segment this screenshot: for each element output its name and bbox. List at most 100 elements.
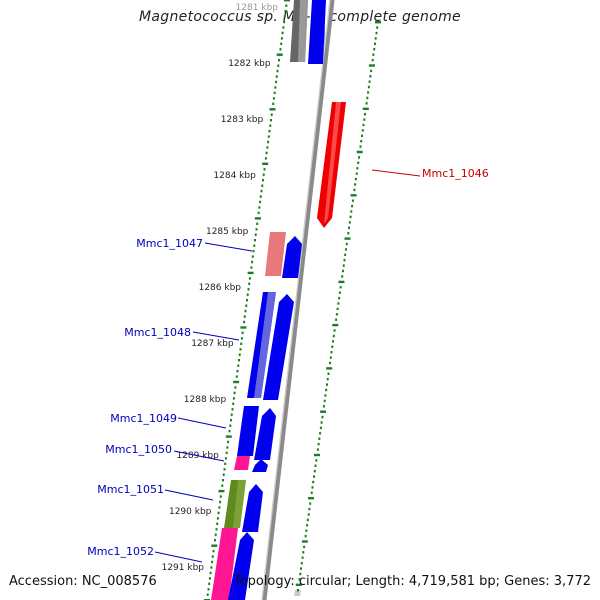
outer-tick [360, 140, 363, 143]
ruler-tick [255, 228, 258, 231]
ruler-tick [219, 500, 222, 504]
outer-tick [370, 69, 373, 73]
outer-tick [319, 426, 322, 430]
ruler-label: 1290 kbp [169, 507, 212, 517]
ruler-tick [209, 571, 212, 575]
ruler-tick [239, 348, 242, 351]
ruler-tick [246, 299, 248, 302]
outer-tick [329, 356, 332, 359]
outer-tick [338, 296, 341, 300]
ruler-tick [214, 533, 217, 536]
outer-tick [351, 204, 354, 208]
ruler-tick [251, 260, 254, 264]
ruler-tick [232, 397, 235, 400]
outer-tick [338, 280, 345, 284]
ruler-tick [222, 479, 224, 482]
ruler-label: 1291 kbp [162, 563, 205, 573]
accession-label: Accession: NC_008576 [9, 574, 157, 589]
outer-tick [367, 91, 370, 94]
outer-tick [304, 534, 307, 538]
ruler-tick [263, 168, 266, 171]
outer-tick [356, 167, 359, 170]
ruler-tick [240, 337, 243, 340]
ruler-tick [243, 320, 246, 324]
feature-mmc1-1047 [265, 232, 286, 276]
ruler-tick [247, 288, 250, 291]
ruler-tick [269, 108, 276, 111]
cds-top [308, 0, 326, 64]
outer-tick [344, 253, 347, 256]
ruler-tick [243, 315, 246, 318]
ruler-tick [273, 91, 276, 95]
outer-tick [349, 215, 352, 219]
outer-tick [330, 351, 333, 354]
ruler-tick [233, 380, 240, 384]
ruler-labels: 1281 kbp 1282 kbp 1283 kbp 1284 kbp 1285 kbp… [162, 3, 279, 573]
outer-tick [374, 37, 377, 40]
ruler-tick [283, 20, 286, 24]
outer-tick [316, 448, 319, 451]
outer-ring-dots [295, 21, 381, 592]
ruler-tick [225, 435, 232, 438]
outer-tick [324, 394, 327, 397]
callout-line-mmc1-1050 [173, 450, 225, 462]
outer-tick [374, 42, 376, 45]
outer-tick [351, 199, 354, 202]
ruler-label: 1281 kbp [236, 3, 279, 13]
ruler-tick [225, 451, 228, 455]
outer-tick [353, 188, 356, 192]
outer-tick [329, 361, 331, 365]
outer-tick [302, 551, 305, 554]
ruler-tick [250, 266, 253, 269]
outer-tick [313, 475, 315, 478]
gene-label-mmc1-1049: Mmc1_1049 [110, 412, 177, 425]
outer-tick [317, 442, 320, 446]
ruler-tick [211, 560, 214, 564]
ruler-tick [206, 593, 209, 596]
outer-tick [332, 340, 334, 343]
ruler-tick [224, 457, 227, 460]
outer-tick [320, 421, 323, 424]
outer-tick [376, 26, 379, 29]
outer-tick [306, 518, 309, 522]
ruler-tick [265, 151, 268, 155]
outer-tick [306, 524, 309, 527]
outer-tick [366, 96, 369, 100]
ruler-tick [272, 97, 275, 100]
ruler-tick [284, 0, 290, 2]
outer-tick [300, 562, 303, 565]
ruler-label: 1284 kbp [213, 171, 256, 181]
ruler-tick [240, 342, 243, 345]
outer-tick [332, 323, 339, 327]
outer-tick [310, 491, 313, 494]
ruler-tick [233, 391, 236, 395]
outer-tick [305, 529, 308, 532]
ruler-tick [226, 446, 229, 449]
ruler-tick [234, 386, 237, 389]
ruler-tick [215, 528, 218, 531]
gene-label-mmc1-1050: Mmc1_1050 [105, 443, 172, 456]
outer-tick [354, 177, 357, 181]
outer-tick [371, 58, 374, 62]
ruler-tick [211, 544, 218, 547]
outer-tick [322, 405, 325, 408]
outer-tick [327, 372, 330, 375]
feature-mmc1-1050 [234, 456, 250, 470]
ruler-tick [208, 577, 211, 580]
ruler-tick [248, 282, 251, 285]
outer-tick [339, 286, 342, 289]
outer-tick [343, 259, 346, 262]
outer-tick [326, 367, 333, 370]
ruler-tick [244, 309, 247, 313]
feature-mmc1-1049 [237, 406, 259, 456]
outer-tick [373, 48, 376, 51]
ruler-tick [269, 124, 272, 127]
callout-line-mmc1-1048 [192, 331, 240, 341]
ruler-tick [251, 255, 254, 258]
ruler-tick [267, 135, 270, 138]
ruler-tick [275, 75, 278, 78]
gene-label-mmc1-1047: Mmc1_1047 [136, 237, 203, 250]
ruler-tick [268, 129, 271, 133]
callout-line-mmc1-1049 [177, 417, 227, 429]
outer-tick [321, 415, 324, 419]
